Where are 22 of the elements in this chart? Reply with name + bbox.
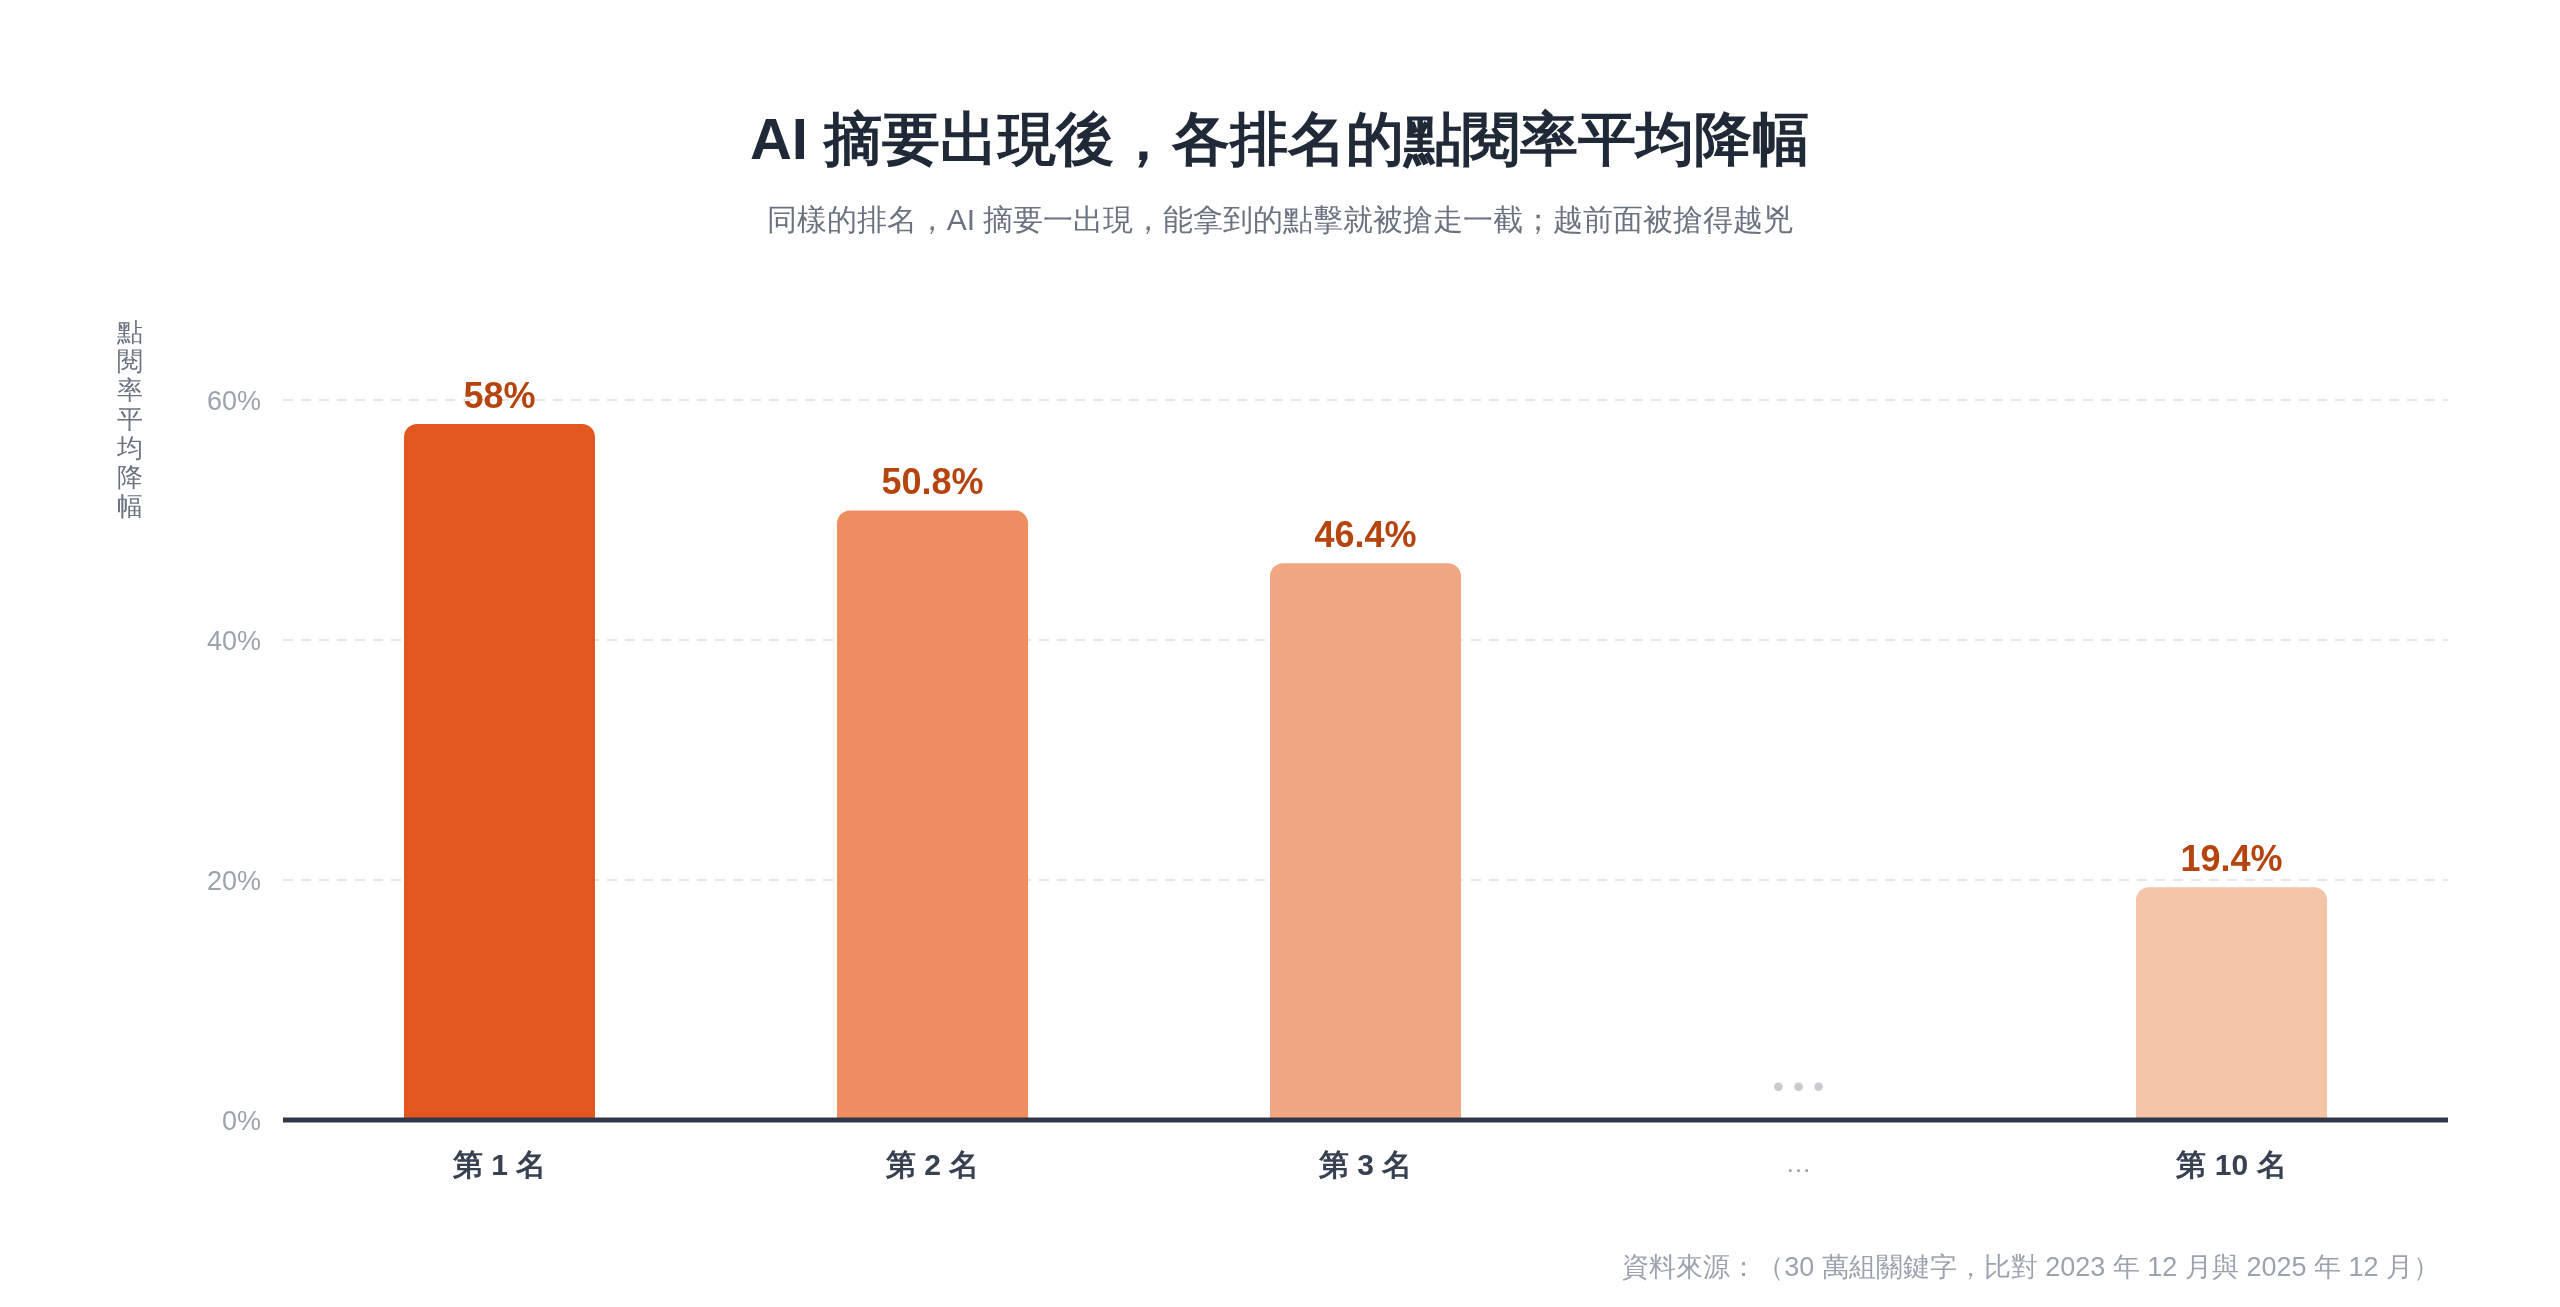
bar [404,424,595,1120]
x-tick-label: … [1785,1148,1812,1179]
data-label: 19.4% [2180,838,2283,880]
data-label: 50.8% [881,461,984,503]
chart-title: AI 摘要出現後，各排名的點閱率平均降幅 [748,105,1812,173]
source-note: 資料來源：（30 萬組關鍵字，比對 2023 年 12 月與 2025 年 12 月） [1622,1251,2440,1284]
y-tick-label: 20% [206,865,261,896]
x-tick-label: 第 2 名 [884,1148,980,1182]
x-tick-label: 第 1 名 [451,1148,547,1182]
bar [2136,887,2327,1120]
annotation: ••• [1771,1068,1834,1104]
x-tick-label: 第 10 名 [2175,1148,2287,1182]
data-label: 46.4% [1314,514,1417,556]
y-tick-label: 60% [206,385,261,416]
y-axis-title: 點閱率平均降幅 [116,317,144,521]
chart-subtitle: 同樣的排名，AI 摘要一出現，能拿到的點擊就被搶走一截；越前面被搶得越兇 [765,202,1795,238]
bar [1270,563,1461,1120]
x-tick-label: 第 3 名 [1317,1148,1413,1182]
bar [837,510,1028,1120]
y-tick-label: 0% [221,1105,261,1136]
data-label: 58% [463,375,536,416]
y-tick-label: 40% [206,625,261,656]
